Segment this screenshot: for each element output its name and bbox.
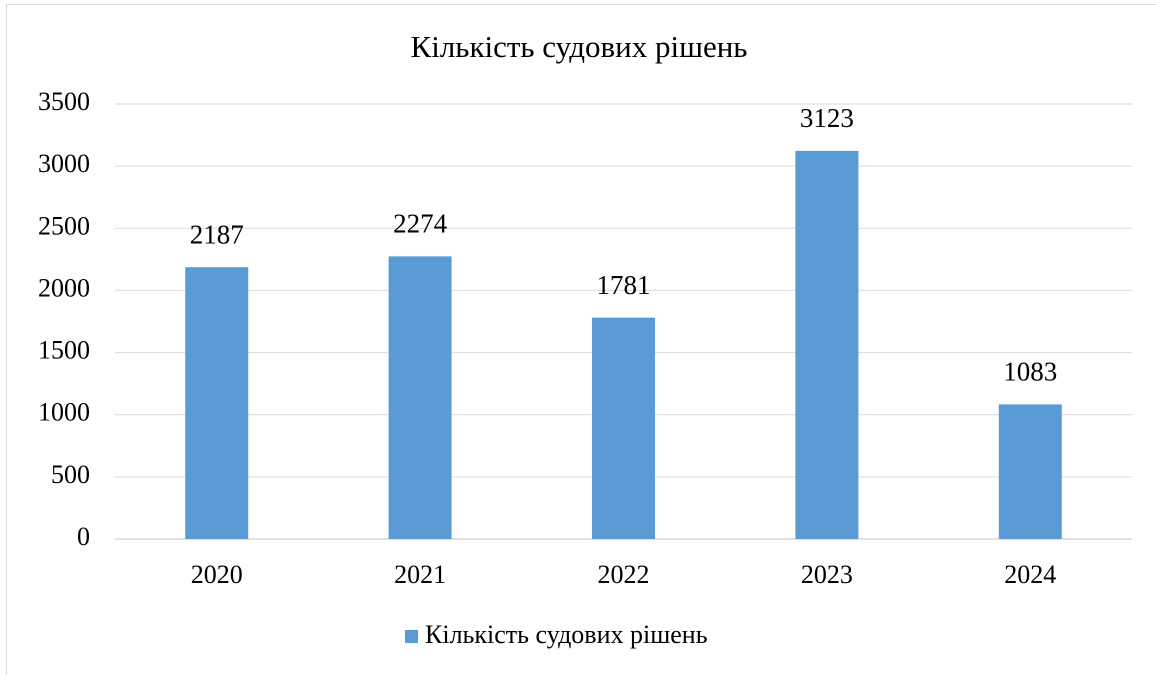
x-tick-label: 2023 [801,560,853,589]
y-tick-label: 0 [77,522,90,551]
bar [998,404,1062,539]
data-label: 3123 [800,103,854,133]
bar [185,267,249,539]
x-tick-label: 2021 [394,560,446,589]
data-label: 1083 [1003,357,1057,387]
y-tick-label: 3000 [38,149,90,178]
chart-title: Кількість судових рішень [411,29,748,64]
y-tick-label: 1500 [38,336,90,365]
x-tick-label: 2020 [191,560,243,589]
x-tick-label: 2024 [1004,560,1056,589]
bar [795,150,859,539]
y-tick-label: 500 [51,460,90,489]
data-label: 2187 [190,219,244,249]
data-label: 2274 [393,209,448,239]
legend-swatch [405,630,418,643]
y-tick-label: 2000 [38,273,90,302]
y-tick-label: 2500 [38,211,90,240]
y-tick-label: 1000 [38,398,90,427]
y-tick-label: 3500 [38,87,90,116]
x-tick-label: 2022 [598,560,650,589]
legend-label: Кількість судових рішень [425,620,708,649]
chart-frame [6,4,1156,675]
data-label: 1781 [597,270,651,300]
bar [592,317,655,539]
bar [388,256,452,539]
